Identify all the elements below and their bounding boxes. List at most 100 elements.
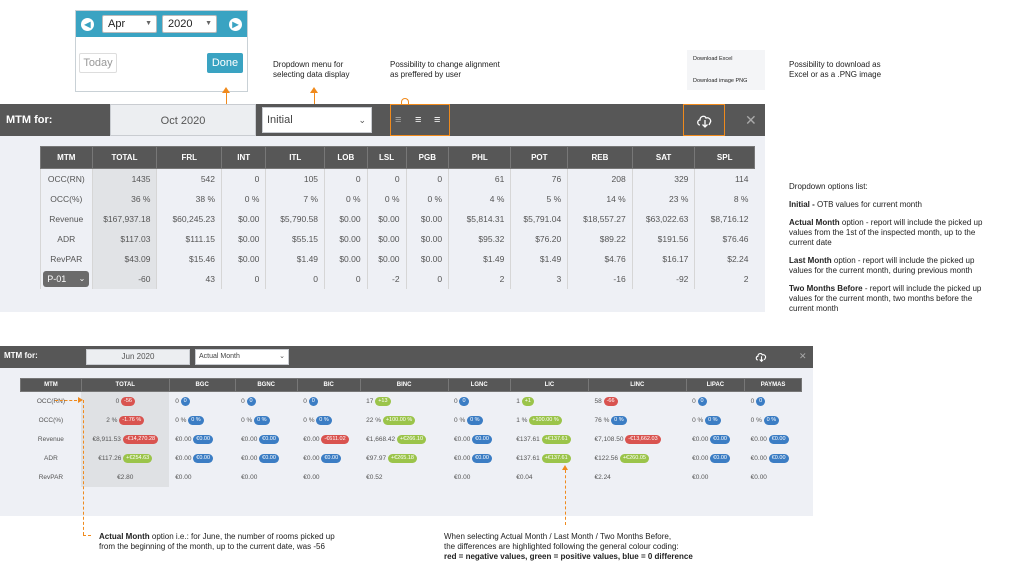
cell-value: €1,668.42 bbox=[366, 435, 396, 443]
table-cell: €2.80 bbox=[81, 467, 170, 487]
annotation-line: When selecting Actual Month / Last Month… bbox=[444, 532, 672, 541]
cell-value: €0.52 bbox=[366, 473, 383, 481]
column-header: LOB bbox=[324, 146, 368, 169]
month-select[interactable]: Apr ▼ bbox=[102, 15, 157, 33]
difference-badge: +€137.61 bbox=[541, 453, 571, 463]
table-cell: 0 0 bbox=[745, 392, 802, 411]
option-desc: - report will include the picked up bbox=[862, 284, 982, 293]
cloud-download-icon[interactable] bbox=[755, 351, 768, 363]
table-cell: $76.46 bbox=[694, 228, 755, 249]
year-select[interactable]: 2020 ▼ bbox=[162, 15, 217, 33]
table-cell: 0 % 0 % bbox=[235, 411, 297, 430]
table-cell: $1.49 bbox=[448, 248, 511, 269]
download-excel-item[interactable]: Download Excel bbox=[693, 56, 733, 62]
table-cell: €0.00 bbox=[686, 468, 745, 487]
table-cell: $16.17 bbox=[631, 248, 695, 269]
cell-value: €0.00 bbox=[303, 473, 320, 481]
arrow-up-icon bbox=[562, 465, 568, 470]
arrow-up-icon bbox=[310, 87, 318, 93]
table-cell: €0.00 bbox=[235, 468, 297, 487]
column-header: SPL bbox=[694, 146, 755, 169]
download-png-item[interactable]: Download image PNG bbox=[693, 78, 748, 84]
download-button[interactable] bbox=[683, 104, 725, 136]
table-cell: $0.00 bbox=[405, 228, 449, 249]
table-cell: €0.52 bbox=[360, 468, 448, 487]
table-row: RevPAR €2.80 €0.00 €0.00 €0.00 €0.52 €0.00 €0.0… bbox=[21, 467, 802, 487]
table-row: Revenue $167,937.18 $60,245.23 $0.00 $5,790.… bbox=[40, 208, 755, 229]
date-field[interactable]: Oct 2020 bbox=[110, 104, 256, 136]
table-cell: -92 bbox=[631, 268, 695, 289]
column-header: REB bbox=[567, 146, 633, 169]
table-cell: $5,790.58 bbox=[265, 208, 325, 229]
chevron-down-icon: ▼ bbox=[205, 20, 212, 27]
date-field[interactable]: Jun 2020 bbox=[86, 349, 190, 365]
table-cell: €0.00 €0.00 bbox=[235, 430, 297, 449]
period-select[interactable]: P-01 ⌄ bbox=[43, 270, 90, 287]
display-select[interactable]: Actual Month ⌄ bbox=[195, 349, 289, 365]
table-cell: 0 bbox=[220, 168, 266, 189]
today-button[interactable]: Today bbox=[79, 53, 117, 73]
table-cell: 1435 bbox=[91, 168, 157, 189]
table-header-row: MTM TOTAL FRL INT ITL LOB LSL PGB PHL PO… bbox=[40, 146, 755, 169]
prev-month-icon[interactable]: ◀ bbox=[81, 18, 94, 31]
table-cell: 61 bbox=[448, 168, 511, 189]
table-cell: €0.00 bbox=[169, 468, 235, 487]
option-name: Last Month bbox=[789, 256, 832, 265]
chevron-down-icon: ▼ bbox=[145, 20, 152, 27]
difference-badge: 0 % bbox=[316, 415, 332, 425]
cell-value: €0.00 bbox=[241, 454, 258, 462]
column-header: ITL bbox=[265, 146, 326, 169]
option-desc: current date bbox=[789, 238, 832, 247]
difference-badge: +13 bbox=[375, 396, 391, 406]
row-label: OCC(%) bbox=[40, 188, 93, 209]
column-header: LGNC bbox=[447, 378, 511, 392]
download-annotation: Possibility to download as Excel or as a… bbox=[789, 60, 881, 80]
row-label: OCC(RN) bbox=[40, 168, 93, 189]
period-select-value: P-01 bbox=[47, 273, 67, 284]
table-cell: $4.76 bbox=[567, 248, 633, 269]
annotation-line: the differences are highlighted followin… bbox=[444, 542, 679, 551]
table-cell: 0 bbox=[220, 268, 266, 289]
align-right-icon[interactable]: ≡ bbox=[434, 114, 441, 126]
column-header: BGC bbox=[168, 378, 236, 392]
option-name: Actual Month bbox=[789, 218, 840, 227]
option-desc: values for the current month, two months… bbox=[789, 294, 973, 303]
display-select-value: Initial bbox=[267, 114, 293, 126]
difference-badge: €0.00 bbox=[259, 434, 279, 444]
option-desc: current month bbox=[789, 304, 839, 313]
dashed-connector bbox=[55, 400, 77, 401]
option-desc: OTB values for current month bbox=[817, 200, 922, 209]
table-cell: €97.97 +€265.18 bbox=[360, 449, 448, 468]
align-center-icon[interactable]: ≡ bbox=[415, 114, 422, 126]
column-header: BINC bbox=[359, 378, 449, 392]
align-left-icon[interactable]: ≡ bbox=[395, 114, 402, 126]
display-select[interactable]: Initial ⌄ bbox=[262, 107, 372, 133]
table-cell: 76 bbox=[510, 168, 568, 189]
cell-value: 0 bbox=[750, 397, 755, 405]
close-icon[interactable]: ✕ bbox=[799, 351, 807, 361]
table-cell: 7 % bbox=[265, 188, 325, 209]
cell-value: 0 bbox=[454, 397, 458, 405]
next-month-icon[interactable]: ▶ bbox=[229, 18, 242, 31]
table-cell: 105 bbox=[265, 168, 325, 189]
cell-value: €2.80 bbox=[117, 473, 134, 481]
table-row: RevPAR $43.09 $15.46 $0.00 $1.49 $0.00 $0.00 $0… bbox=[40, 248, 755, 269]
cell-value: 1 % bbox=[516, 416, 528, 424]
table-cell: $15.46 bbox=[156, 248, 222, 269]
table-cell: $0.00 bbox=[324, 248, 368, 269]
table-cell: $0.00 bbox=[405, 248, 449, 269]
table-cell: €1,668.42 +€266.10 bbox=[360, 430, 448, 449]
table-cell: €8,911.53 -€14,270.28 bbox=[81, 429, 170, 449]
option-desc: option - report will include the picked … bbox=[839, 218, 983, 227]
table-cell: $76.20 bbox=[510, 228, 568, 249]
cell-value: €0.00 bbox=[303, 454, 320, 462]
row-label: Revenue bbox=[37, 435, 64, 443]
cell-value: 0 % bbox=[241, 416, 253, 424]
difference-badge: +€266.10 bbox=[396, 434, 426, 444]
difference-badge: 0 % bbox=[254, 415, 270, 425]
close-icon[interactable]: ✕ bbox=[745, 112, 757, 128]
table-cell: $0.00 bbox=[366, 228, 407, 249]
table-cell: $55.15 bbox=[265, 228, 325, 249]
done-button[interactable]: Done bbox=[207, 53, 243, 73]
